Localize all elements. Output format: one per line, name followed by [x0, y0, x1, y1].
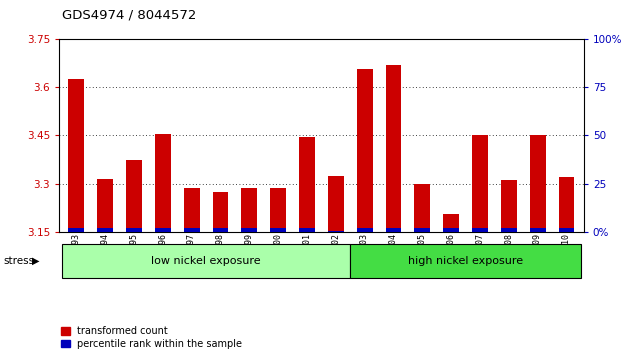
Text: high nickel exposure: high nickel exposure [408, 256, 523, 266]
Bar [97, 228, 113, 232]
Bar [242, 228, 257, 232]
Bar [126, 160, 142, 232]
Bar [443, 214, 459, 232]
Bar [184, 228, 199, 232]
Bar [328, 231, 343, 232]
Bar [414, 184, 430, 232]
Bar [530, 135, 545, 232]
Bar [68, 79, 84, 232]
Bar [270, 188, 286, 232]
Bar [501, 228, 517, 232]
Bar [212, 192, 229, 232]
Bar [62, 244, 350, 278]
Bar [356, 69, 373, 232]
Bar [386, 228, 401, 232]
Text: GDS4974 / 8044572: GDS4974 / 8044572 [62, 9, 196, 22]
Text: ▶: ▶ [32, 256, 40, 266]
Bar [299, 228, 315, 232]
Bar [443, 228, 459, 232]
Bar [558, 177, 574, 232]
Bar [299, 137, 315, 232]
Bar [155, 228, 171, 232]
Bar [530, 228, 545, 232]
Bar [472, 228, 488, 232]
Legend: transformed count, percentile rank within the sample: transformed count, percentile rank withi… [61, 326, 242, 349]
Bar [386, 65, 401, 232]
Bar [68, 228, 84, 232]
Bar [155, 134, 171, 232]
Bar [242, 188, 257, 232]
Bar [184, 188, 199, 232]
Bar [270, 228, 286, 232]
Text: stress: stress [3, 256, 34, 266]
Bar [97, 179, 113, 232]
Bar [472, 135, 488, 232]
Bar [350, 244, 581, 278]
Bar [328, 176, 343, 232]
Bar [414, 228, 430, 232]
Bar [126, 228, 142, 232]
Bar [356, 228, 373, 232]
Bar [501, 181, 517, 232]
Bar [212, 228, 229, 232]
Bar [558, 228, 574, 232]
Text: low nickel exposure: low nickel exposure [152, 256, 261, 266]
